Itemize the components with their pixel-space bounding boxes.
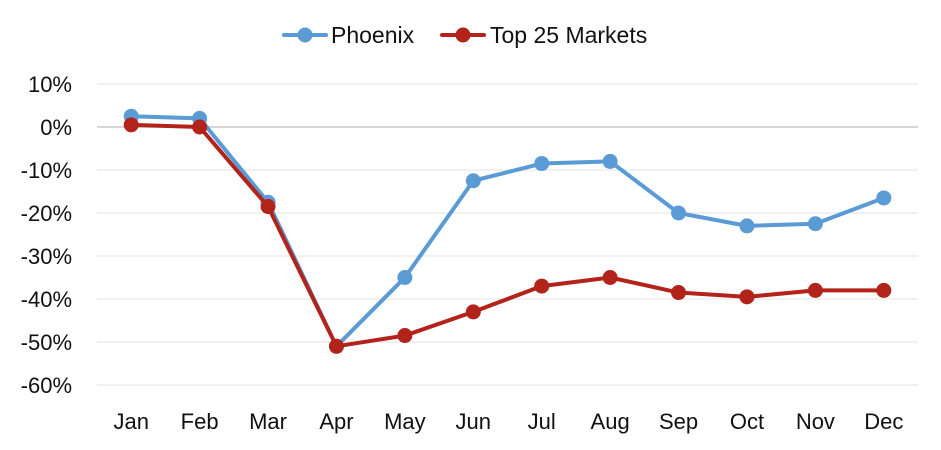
data-point — [671, 205, 687, 221]
y-tick-label: -50% — [21, 330, 72, 355]
legend-marker — [297, 27, 313, 43]
x-tick-label: May — [384, 409, 426, 434]
data-point — [807, 282, 823, 298]
data-point — [807, 216, 823, 232]
legend-label: Top 25 Markets — [490, 22, 647, 48]
legend-label: Phoenix — [331, 22, 415, 48]
y-tick-label: -10% — [21, 158, 72, 183]
data-point — [602, 270, 618, 285]
series-1 — [123, 108, 892, 354]
series-2 — [123, 117, 892, 354]
series-line — [129, 122, 886, 349]
data-point — [397, 328, 413, 344]
y-tick-label: -60% — [21, 373, 72, 398]
legend-item: Phoenix — [282, 22, 415, 48]
y-tick-label: 0% — [40, 115, 72, 140]
y-tick-label: -30% — [21, 244, 72, 269]
y-tick-label: 10% — [28, 72, 72, 97]
x-tick-label: Apr — [319, 409, 353, 434]
x-tick-label: Jun — [456, 409, 491, 434]
data-point — [671, 285, 687, 301]
x-axis: Jan Feb Mar Apr May Jun Jul Aug Sep Oct Nov Dec — [113, 409, 903, 434]
data-point — [739, 289, 755, 305]
legend-marker — [455, 27, 471, 43]
data-point — [123, 117, 139, 133]
data-point — [739, 218, 755, 234]
data-point — [876, 282, 892, 298]
data-point — [876, 190, 892, 206]
x-tick-label: Aug — [591, 409, 630, 434]
data-point — [534, 278, 550, 294]
data-point — [465, 304, 481, 320]
gridlines — [97, 83, 918, 386]
x-tick-label: Dec — [864, 409, 903, 434]
x-tick-label: Mar — [249, 409, 287, 434]
x-tick-label: Nov — [796, 409, 835, 434]
series-layer — [123, 108, 892, 354]
x-tick-label: Sep — [659, 409, 698, 434]
x-tick-label: Oct — [730, 409, 764, 434]
series-line — [129, 114, 886, 349]
data-point — [192, 119, 208, 135]
data-point — [397, 270, 413, 285]
data-point — [260, 199, 276, 215]
data-point — [602, 153, 618, 169]
x-tick-label: Feb — [181, 409, 219, 434]
x-tick-label: Jan — [113, 409, 148, 434]
data-point — [328, 338, 344, 354]
data-point — [465, 173, 481, 189]
legend-item: Top 25 Markets — [440, 22, 647, 48]
x-tick-label: Jul — [528, 409, 556, 434]
y-axis: 10% 0% -10% -20% -30% -40% -50% -60% — [21, 72, 72, 398]
y-tick-label: -20% — [21, 201, 72, 226]
data-point — [534, 156, 550, 172]
legend: Phoenix Top 25 Markets — [282, 22, 647, 48]
y-tick-label: -40% — [21, 287, 72, 312]
